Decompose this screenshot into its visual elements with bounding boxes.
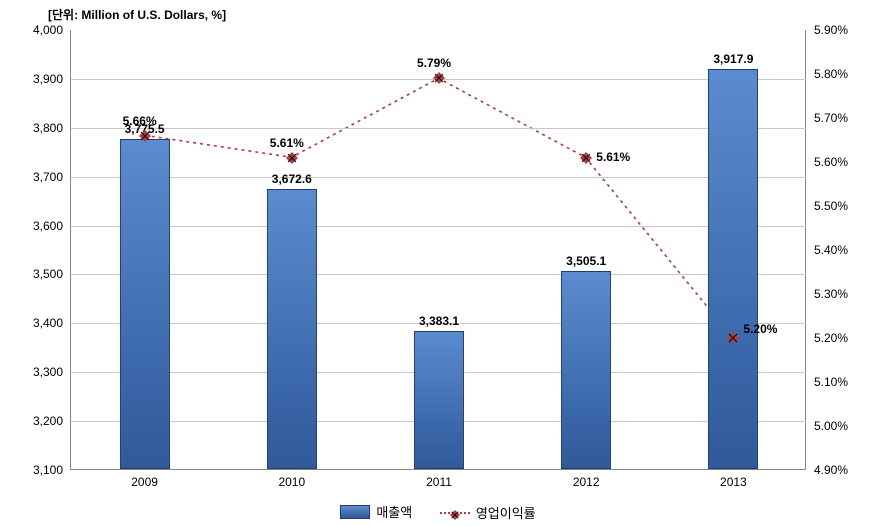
y-left-tick: 3,700 bbox=[33, 170, 63, 184]
y-left-tick: 4,000 bbox=[33, 23, 63, 37]
bar bbox=[267, 189, 317, 469]
bar-value-label: 3,917.9 bbox=[713, 52, 753, 66]
x-tick: 2010 bbox=[278, 475, 305, 489]
bar bbox=[120, 139, 170, 469]
grid-line bbox=[71, 226, 806, 227]
y-left-tick: 3,900 bbox=[33, 72, 63, 86]
legend-item-bar: 매출액 bbox=[340, 502, 412, 521]
y-right-tick: 5.80% bbox=[814, 67, 848, 81]
grid-line bbox=[71, 128, 806, 129]
y-left-tick: 3,200 bbox=[33, 414, 63, 428]
bar bbox=[708, 69, 758, 469]
line-value-label: 5.79% bbox=[417, 56, 451, 70]
legend: 매출액 영업이익률 bbox=[0, 502, 876, 522]
legend-bar-label: 매출액 bbox=[376, 502, 412, 521]
line-marker-icon bbox=[286, 152, 298, 164]
y-right-tick: 4.90% bbox=[814, 463, 848, 477]
line-marker-icon bbox=[139, 130, 151, 142]
legend-swatch-bar bbox=[340, 505, 370, 519]
plot-area: 3,1003,2003,3003,4003,5003,6003,7003,800… bbox=[70, 30, 806, 470]
x-tick: 2011 bbox=[426, 475, 452, 489]
legend-line-label: 영업이익률 bbox=[476, 503, 536, 522]
line-value-label: 5.61% bbox=[270, 136, 304, 150]
x-tick: 2013 bbox=[720, 475, 747, 489]
line-marker-icon bbox=[433, 72, 445, 84]
y-right-tick: 5.20% bbox=[814, 331, 848, 345]
y-left-tick: 3,600 bbox=[33, 219, 63, 233]
y-left-tick: 3,300 bbox=[33, 365, 63, 379]
y-right-tick: 5.00% bbox=[814, 419, 848, 433]
bar-value-label: 3,672.6 bbox=[272, 172, 312, 186]
line-value-label: 5.61% bbox=[596, 150, 630, 164]
line-value-label: 5.20% bbox=[743, 322, 777, 336]
y-right-tick: 5.30% bbox=[814, 287, 848, 301]
line-value-label: 5.66% bbox=[123, 114, 157, 128]
y-left-tick: 3,800 bbox=[33, 121, 63, 135]
bar bbox=[414, 331, 464, 469]
line-marker-icon bbox=[580, 152, 592, 164]
grid-line bbox=[71, 177, 806, 178]
y-right-tick: 5.50% bbox=[814, 199, 848, 213]
chart-container: [단위: Million of U.S. Dollars, %] 3,1003,… bbox=[0, 0, 876, 526]
y-left-tick: 3,100 bbox=[33, 463, 63, 477]
y-right-tick: 5.10% bbox=[814, 375, 848, 389]
line-marker-icon bbox=[727, 332, 739, 344]
legend-swatch-line bbox=[440, 507, 470, 519]
x-tick: 2012 bbox=[573, 475, 600, 489]
grid-line bbox=[71, 274, 806, 275]
bar bbox=[561, 271, 611, 469]
y-right-tick: 5.70% bbox=[814, 111, 848, 125]
legend-item-line: 영업이익률 bbox=[440, 503, 536, 522]
y-left-tick: 3,400 bbox=[33, 316, 63, 330]
unit-label: [단위: Million of U.S. Dollars, %] bbox=[48, 6, 226, 23]
line-path bbox=[145, 78, 732, 337]
y-right-tick: 5.40% bbox=[814, 243, 848, 257]
x-tick: 2009 bbox=[131, 475, 158, 489]
y-right-tick: 5.90% bbox=[814, 23, 848, 37]
bar-value-label: 3,505.1 bbox=[566, 254, 606, 268]
bar-value-label: 3,383.1 bbox=[419, 314, 459, 328]
y-right-tick: 5.60% bbox=[814, 155, 848, 169]
y-left-tick: 3,500 bbox=[33, 267, 63, 281]
